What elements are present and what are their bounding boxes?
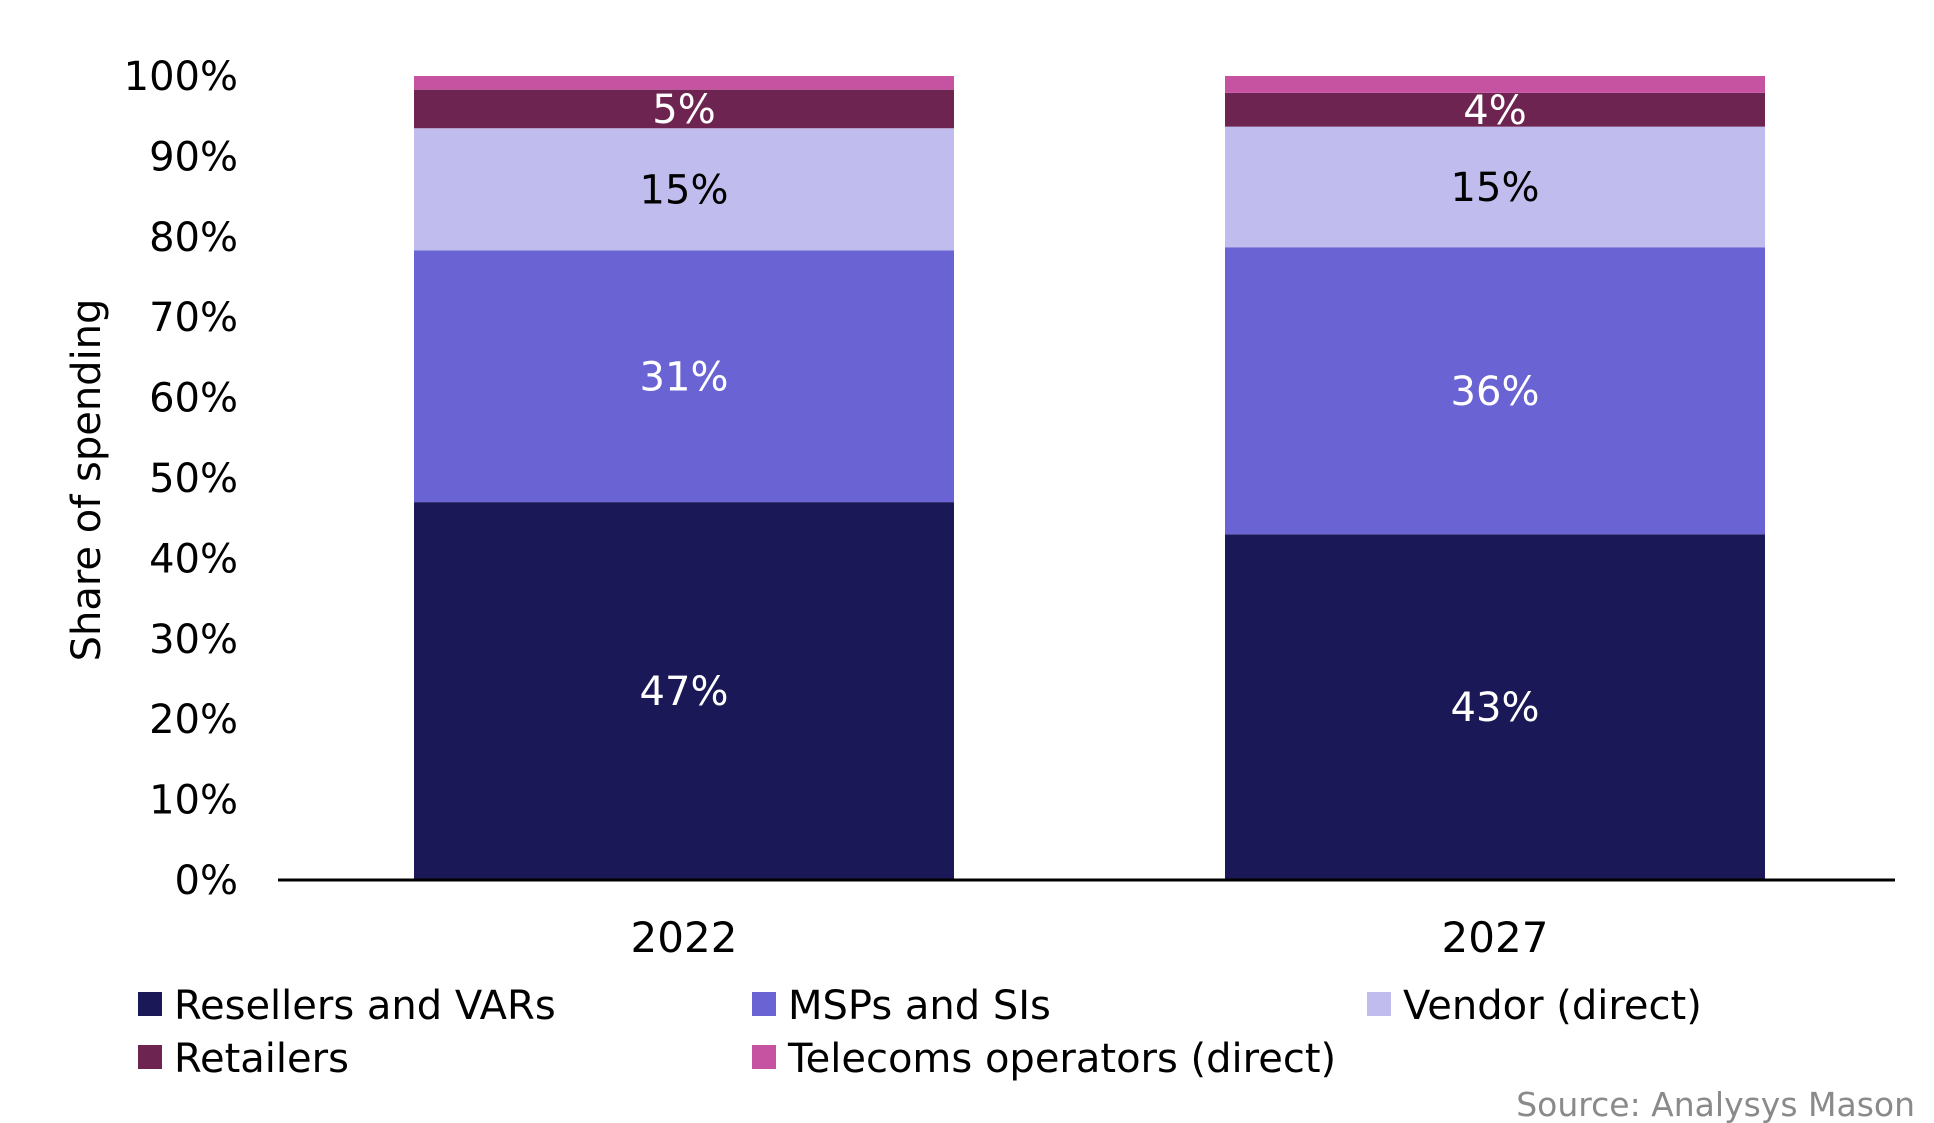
bar-segment-2027-2 xyxy=(1225,126,1765,248)
data-label-2022-2: 15% xyxy=(640,167,729,213)
y-axis: 0% 10% 20% 30% 40% 50% 60% 70% 80% 90% 100% xyxy=(124,54,238,904)
legend-swatch xyxy=(138,992,162,1016)
y-tick-label: 60% xyxy=(149,376,238,422)
y-tick-label: 50% xyxy=(149,456,238,502)
legend-label: MSPs and SIs xyxy=(788,983,1051,1029)
y-tick-label: 0% xyxy=(175,858,238,904)
data-label-2027-3: 4% xyxy=(1463,88,1526,134)
x-axis: 2022 2027 xyxy=(631,913,1549,962)
y-tick-label: 30% xyxy=(149,617,238,663)
y-tick-label: 80% xyxy=(149,215,238,261)
bars-layer: 47% 31% 15% 5% 43% 36% 15% 4% xyxy=(414,76,1765,880)
bar-segment-2027-1 xyxy=(1225,247,1765,535)
y-tick-label: 90% xyxy=(149,134,238,180)
legend-label: Retailers xyxy=(174,1036,349,1082)
y-tick-label: 100% xyxy=(124,54,238,100)
bar-segment-2022-2 xyxy=(414,128,954,251)
bar-segment-2027-0 xyxy=(1225,534,1765,880)
y-tick-label: 20% xyxy=(149,697,238,743)
legend-swatch xyxy=(752,992,776,1016)
y-tick-label: 10% xyxy=(149,778,238,824)
y-tick-label: 40% xyxy=(149,536,238,582)
legend: Resellers and VARs MSPs and SIs Vendor (di… xyxy=(138,983,1702,1082)
legend-swatch xyxy=(138,1045,162,1069)
legend-label: Telecoms operators (direct) xyxy=(787,1036,1336,1082)
legend-label: Resellers and VARs xyxy=(174,983,556,1029)
bar-segment-2022-4 xyxy=(414,76,954,90)
bar-segment-2027-3 xyxy=(1225,92,1765,127)
bar-segment-2027-4 xyxy=(1225,76,1765,93)
legend-swatch xyxy=(1367,992,1391,1016)
data-label-2027-1: 36% xyxy=(1451,369,1540,415)
source-note: Source: Analysys Mason xyxy=(1516,1085,1915,1123)
data-label-2022-0: 47% xyxy=(640,669,729,715)
bar-segment-2022-0 xyxy=(414,502,954,880)
data-label-2027-0: 43% xyxy=(1451,685,1540,731)
legend-label: Vendor (direct) xyxy=(1403,983,1702,1029)
bar-segment-2022-3 xyxy=(414,89,954,129)
y-tick-label: 70% xyxy=(149,295,238,341)
legend-swatch xyxy=(752,1045,776,1069)
data-label-2027-2: 15% xyxy=(1451,165,1540,211)
data-label-2022-3: 5% xyxy=(652,87,715,133)
x-tick-label: 2027 xyxy=(1442,913,1549,962)
data-label-2022-1: 31% xyxy=(640,354,729,400)
bar-segment-2022-1 xyxy=(414,250,954,503)
y-axis-label: Share of spending xyxy=(64,299,110,662)
x-tick-label: 2022 xyxy=(631,913,738,962)
